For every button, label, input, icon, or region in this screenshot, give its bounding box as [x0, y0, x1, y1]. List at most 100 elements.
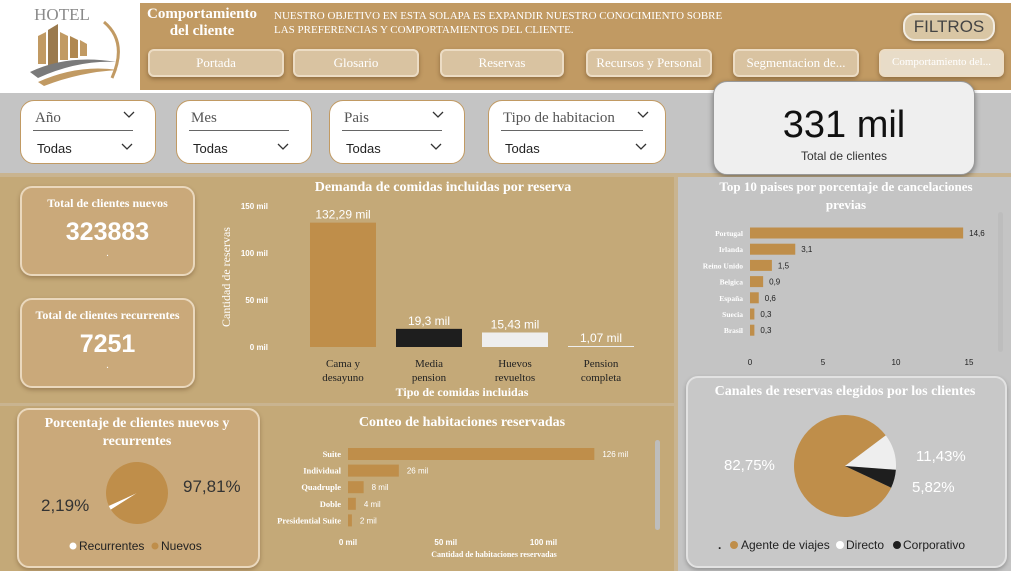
cancel-category-label: Irlanda	[719, 245, 743, 254]
rooms-category-label: Individual	[303, 466, 341, 476]
rooms-category-label: Suite	[323, 449, 342, 459]
filtros-button[interactable]: FILTROS	[903, 13, 995, 41]
cancel-bar	[750, 292, 759, 304]
filter-pais[interactable]: Pais Todas	[329, 100, 465, 164]
kpi-recurrentes-title: Total de clientes recurrentes	[35, 308, 180, 322]
rooms-category-label: Quadruple	[301, 482, 341, 492]
chevron-down-icon[interactable]	[430, 143, 442, 151]
rooms-data-label: 8 mil	[372, 483, 389, 492]
legend-agente-label: Agente de viajes	[741, 538, 830, 552]
meals-data-label: 132,29 mil	[315, 208, 370, 222]
rooms-xtick-label: 50 mil	[434, 538, 457, 547]
cancel-bar	[750, 227, 964, 239]
kpi-nuevos-title: Total de clientes nuevos	[47, 196, 168, 210]
meals-category-label: desayuno	[322, 372, 364, 384]
hotel-logo: HOTEL	[8, 2, 136, 90]
pie-canales-title: Canales de reservas elegidos por los cli…	[715, 384, 976, 399]
meals-data-label: 19,3 mil	[408, 314, 450, 328]
cancel-data-label: 0,9	[769, 278, 781, 287]
cancel-category-label: Belgica	[720, 278, 744, 287]
filter-pais-divider	[342, 130, 442, 131]
pie-canales-label-directo: 11,43%	[916, 448, 966, 465]
filter-mes[interactable]: Mes Todas	[176, 100, 312, 164]
cancel-category-label: Brasil	[724, 326, 743, 335]
pie-clientes-title-line2: recurrentes	[103, 434, 172, 449]
legend-corporativo-label: Corporativo	[903, 538, 965, 552]
kpi-recurrentes-value: 7251	[79, 330, 136, 358]
cancel-bar	[750, 308, 755, 320]
filter-tipo-habitacion-value: Todas	[505, 141, 540, 156]
meals-bar	[482, 332, 548, 347]
legend-recurrentes-label: Recurrentes	[79, 539, 144, 553]
total-clientes-card: 331 mil Total de clientes	[713, 81, 975, 175]
rooms-chart-scrollbar[interactable]	[655, 440, 660, 530]
cancel-xtick-label: 5	[821, 358, 826, 367]
rooms-chart: Conteo de habitaciones reservadas Cantid…	[277, 415, 628, 559]
cancel-data-label: 3,1	[801, 245, 813, 254]
kpi-nuevos-subtext: .	[106, 248, 109, 259]
total-clientes-value: 331 mil	[782, 104, 906, 146]
meals-category-label: revueltos	[495, 372, 535, 384]
cancel-data-label: 0,3	[760, 326, 772, 335]
meals-ytick-label: 150 mil	[241, 202, 268, 211]
cancel-bar	[750, 259, 772, 271]
rooms-data-label: 2 mil	[360, 516, 377, 525]
meals-ytick-label: 50 mil	[245, 296, 268, 305]
filter-ano-divider	[33, 130, 133, 131]
chevron-down-icon[interactable]	[432, 111, 444, 119]
meals-data-label: 15,43 mil	[491, 317, 540, 331]
cancel-bar	[750, 276, 764, 288]
nav-segmentacion-button[interactable]: Segmentacion de...	[733, 49, 859, 77]
logo-text: HOTEL	[34, 5, 90, 24]
rooms-xtick-label: 0 mil	[339, 538, 357, 547]
rooms-data-label: 126 mil	[602, 450, 628, 459]
filter-tipo-habitacion[interactable]: Tipo de habitacion Todas	[488, 100, 666, 164]
chevron-down-icon[interactable]	[637, 111, 649, 119]
rooms-bar	[348, 514, 352, 527]
filter-ano[interactable]: Año Todas	[20, 100, 156, 164]
chevron-down-icon[interactable]	[635, 143, 647, 151]
chevron-down-icon[interactable]	[123, 111, 135, 119]
legend-recurrentes-marker	[69, 542, 77, 550]
chevron-down-icon[interactable]	[277, 143, 289, 151]
total-clientes-label: Total de clientes	[800, 149, 888, 163]
page-description: NUESTRO OBJETIVO EN ESTA SOLAPA ES EXPAN…	[274, 10, 723, 36]
pie-clientes-chart: Porcentaje de clientes nuevos y recurren…	[41, 416, 241, 553]
meals-chart-ylabel: Cantidad de reservas	[219, 227, 233, 327]
meals-chart-title: Demanda de comidas incluidas por reserva	[315, 180, 572, 195]
meals-chart: Demanda de comidas incluidas por reserva…	[219, 180, 634, 399]
filter-mes-label: Mes	[191, 110, 217, 126]
cancel-category-label: Portugal	[715, 229, 743, 238]
cancel-chart: Top 10 paises por porcentaje de cancelac…	[703, 179, 985, 367]
legend-nuevos-label: Nuevos	[161, 539, 202, 553]
meals-category-label: pension	[412, 372, 447, 384]
page-title: Comportamiento del cliente	[147, 6, 257, 39]
legend-nuevos-marker	[151, 542, 159, 550]
rooms-bar	[348, 464, 399, 477]
legend-directo-marker	[836, 541, 844, 549]
nav-portada-button[interactable]: Portada	[148, 49, 284, 77]
nav-comportamiento-button[interactable]: Comportamiento del...	[879, 49, 1004, 77]
chevron-down-icon[interactable]	[121, 143, 133, 151]
filter-tipo-habitacion-label: Tipo de habitacion	[503, 110, 615, 126]
cancel-data-label: 0,6	[765, 294, 777, 303]
meals-ytick-label: 0 mil	[250, 343, 268, 352]
cancel-chart-scrollbar[interactable]	[998, 212, 1003, 352]
meals-bar	[310, 222, 376, 347]
meals-category-label: Pension	[584, 358, 619, 370]
meals-bar	[396, 328, 462, 347]
kpi-recurrentes-subtext: .	[106, 360, 109, 371]
cancel-category-label: Reino Unido	[703, 261, 743, 270]
nav-glosario-button[interactable]: Glosario	[293, 49, 419, 77]
meals-category-label: Huevos	[498, 358, 532, 370]
meals-ytick-label: 100 mil	[241, 249, 268, 258]
pie-canales-slice	[845, 466, 896, 488]
cancel-category-label: Suecia	[722, 310, 743, 319]
legend-corporativo-marker	[893, 541, 901, 549]
nav-recursos-button[interactable]: Recursos y Personal	[586, 49, 712, 77]
pie-canales-label-agente: 82,75%	[724, 457, 775, 474]
cancel-data-label: 0,3	[760, 310, 772, 319]
nav-reservas-button[interactable]: Reservas	[440, 49, 564, 77]
rooms-chart-xlabel: Cantidad de habitaciones reservadas	[431, 550, 556, 559]
legend-canales-dot: .	[718, 538, 721, 552]
